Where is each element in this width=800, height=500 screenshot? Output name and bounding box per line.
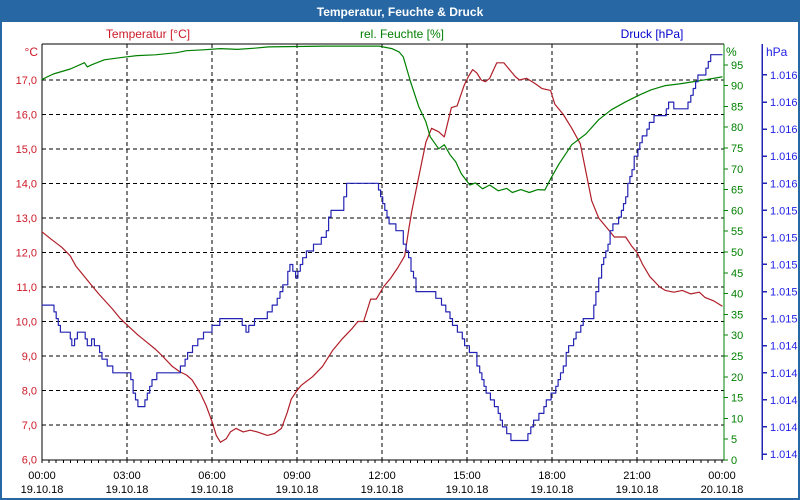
- x-axis-date-label: 19.10.18: [361, 484, 404, 496]
- pressure-tick-label: 1.015: [770, 232, 798, 244]
- x-axis-time-label: 06:00: [198, 470, 226, 482]
- x-axis-time-label: 18:00: [538, 470, 566, 482]
- x-axis-time-label: 12:00: [368, 470, 396, 482]
- window-titlebar[interactable]: Temperatur, Feuchte & Druck: [2, 2, 798, 22]
- x-axis-time-label: 03:00: [113, 470, 141, 482]
- x-axis-date-label: 19.10.18: [106, 484, 149, 496]
- x-axis-date-label: 19.10.18: [531, 484, 574, 496]
- temperature-tick-label: 12,0: [16, 248, 37, 260]
- humidity-tick-label: 45: [731, 268, 743, 280]
- x-axis-date-label: 19.10.18: [191, 484, 234, 496]
- humidity-tick-label: 30: [731, 330, 743, 342]
- humidity-tick-label: 60: [731, 205, 743, 217]
- window-title: Temperatur, Feuchte & Druck: [316, 5, 484, 19]
- plot-area: [42, 44, 724, 460]
- pressure-tick-label: 1.016: [770, 70, 798, 82]
- temperature-tick-label: 6,0: [22, 455, 37, 467]
- pressure-tick-label: 1.015: [770, 205, 798, 217]
- temperature-tick-label: 13,0: [16, 213, 37, 225]
- temperature-tick-label: 10,0: [16, 317, 37, 329]
- pressure-tick-label: 1.014: [770, 341, 798, 353]
- humidity-tick-label: 0: [731, 455, 737, 467]
- pressure-axis-unit: hPa: [766, 45, 788, 59]
- humidity-tick-label: 55: [731, 226, 743, 238]
- humidity-tick-label: 15: [731, 393, 743, 405]
- temperature-tick-label: 16,0: [16, 110, 37, 122]
- pressure-curve: [41, 54, 723, 442]
- humidity-tick-label: 80: [731, 122, 743, 134]
- humidity-tick-label: 75: [731, 143, 743, 155]
- humidity-tick-label: 50: [731, 247, 743, 259]
- pressure-tick-label: 1.014: [770, 395, 798, 407]
- humidity-tick-label: 25: [731, 351, 743, 363]
- pressure-tick-label: 1.014: [770, 368, 798, 380]
- temperature-curve: [41, 62, 723, 443]
- x-axis-time-label: 21:00: [623, 470, 651, 482]
- x-axis-time-label: 15:00: [453, 470, 481, 482]
- humidity-curve: [41, 45, 723, 194]
- x-axis-time-label: 00:00: [28, 470, 56, 482]
- humidity-axis-unit: %: [726, 45, 737, 59]
- pressure-tick-label: 1.015: [770, 259, 798, 271]
- temperature-tick-label: 7,0: [22, 420, 37, 432]
- x-axis-date-label: 19.10.18: [446, 484, 489, 496]
- legend-temperature: Temperatur [°C]: [105, 27, 191, 41]
- pressure-tick-label: 1.016: [770, 178, 798, 190]
- pressure-tick-label: 1.016: [770, 151, 798, 163]
- x-axis-date-label: 19.10.18: [21, 484, 64, 496]
- x-axis-date-label: 19.10.18: [616, 484, 659, 496]
- humidity-tick-label: 95: [731, 60, 743, 72]
- pressure-tick-label: 1.015: [770, 287, 798, 299]
- temperature-tick-label: 8,0: [22, 386, 37, 398]
- pressure-tick-label: 1.014: [770, 449, 798, 461]
- legend-humidity: rel. Feuchte [%]: [359, 27, 445, 41]
- pressure-tick-label: 1.014: [770, 422, 798, 434]
- legend-pressure: Druck [hPa]: [620, 27, 684, 41]
- humidity-tick-label: 65: [731, 185, 743, 197]
- temperature-tick-label: 9,0: [22, 351, 37, 363]
- x-axis-time-label: 00:00: [708, 470, 736, 482]
- temperature-axis-unit: °C: [24, 45, 38, 59]
- humidity-tick-label: 85: [731, 101, 743, 113]
- humidity-tick-label: 90: [731, 81, 743, 93]
- x-axis-time-label: 09:00: [283, 470, 311, 482]
- x-axis-date-label: 20.10.18: [701, 484, 744, 496]
- x-axis-date-label: 19.10.18: [276, 484, 319, 496]
- pressure-tick-label: 1.016: [770, 97, 798, 109]
- humidity-tick-label: 40: [731, 289, 743, 301]
- humidity-tick-label: 70: [731, 164, 743, 176]
- humidity-tick-label: 5: [731, 434, 737, 446]
- humidity-tick-label: 35: [731, 309, 743, 321]
- temperature-tick-label: 17,0: [16, 75, 37, 87]
- temperature-tick-label: 14,0: [16, 179, 37, 191]
- humidity-tick-label: 10: [731, 413, 743, 425]
- pressure-tick-label: 1.015: [770, 314, 798, 326]
- humidity-tick-label: 20: [731, 372, 743, 384]
- temperature-tick-label: 15,0: [16, 144, 37, 156]
- temperature-tick-label: 11,0: [16, 282, 37, 294]
- pressure-tick-label: 1.016: [770, 124, 798, 136]
